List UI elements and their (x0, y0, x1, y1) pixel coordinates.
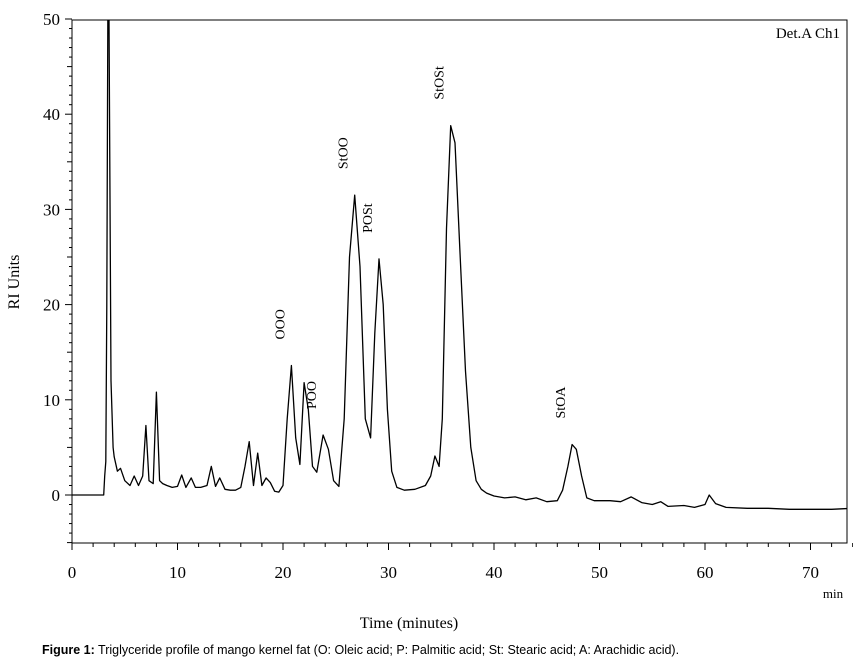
x-tick-label: 30 (380, 563, 397, 582)
y-axis-label: RI Units (6, 255, 23, 310)
y-tick-label: 30 (43, 200, 60, 219)
x-tick-label: 40 (486, 563, 503, 582)
plot-area (71, 19, 848, 544)
peak-label: StOSt (433, 66, 448, 100)
peak-labels: OOO POO StOO POSt StOSt StOA (273, 66, 569, 418)
axis-ticks: 0 10 20 30 40 50 60 70 0 10 20 30 40 50 (43, 10, 853, 582)
peak-label: POSt (361, 203, 376, 233)
peak-label: StOO (337, 137, 352, 169)
y-tick-label: 0 (52, 486, 61, 505)
x-tick-label: 0 (68, 563, 77, 582)
y-tick-label: 50 (43, 10, 60, 29)
detector-label: Det.A Ch1 (776, 26, 840, 42)
x-axis-label: Time (minutes) (360, 615, 459, 632)
figure-caption-text: Triglyceride profile of mango kernel fat… (98, 643, 680, 657)
x-unit-label: min (823, 586, 844, 601)
x-tick-label: 60 (697, 563, 714, 582)
y-tick-label: 40 (43, 105, 60, 124)
x-tick-label: 70 (802, 563, 819, 582)
y-tick-label: 20 (43, 296, 60, 315)
chromatogram-chart: 0 10 20 30 40 50 60 70 0 10 20 30 40 50 OOO POO StOO POS… (6, 10, 853, 632)
x-tick-label: 20 (275, 563, 292, 582)
peak-label: StOA (554, 386, 569, 419)
figure-caption-label: Figure 1: (42, 643, 95, 657)
trace-layer (72, 20, 847, 510)
figure-caption: Figure 1: Triglyceride profile of mango … (42, 643, 842, 657)
y-tick-label: 10 (43, 391, 60, 410)
peak-label: POO (305, 381, 320, 409)
peak-label: OOO (273, 309, 288, 339)
x-tick-label: 10 (169, 563, 186, 582)
plot-frame (71, 19, 848, 544)
x-tick-label: 50 (591, 563, 608, 582)
chromatogram-trace (72, 20, 847, 510)
